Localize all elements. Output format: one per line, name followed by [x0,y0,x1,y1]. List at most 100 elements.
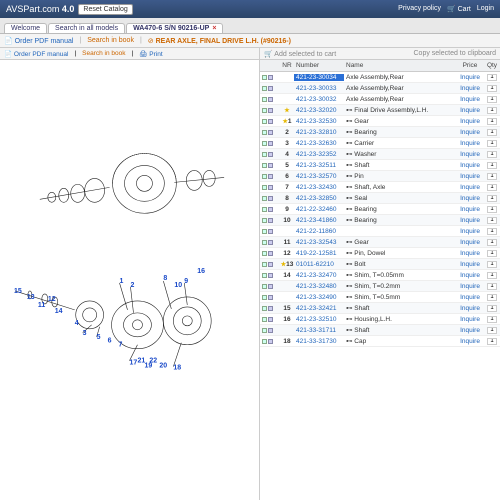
add-to-cart-link[interactable]: 🛒 Add selected to cart [264,50,336,58]
qty-input[interactable] [487,184,497,191]
qty-input[interactable] [487,217,497,224]
price-inquire-link[interactable]: Inquire [456,338,484,345]
table-row[interactable]: 14421-23-32470⊷ Shim, T=0.05mmInquire [260,270,500,281]
part-number-link[interactable]: 421-23-32480 [294,283,344,290]
action-icon[interactable] [262,306,267,311]
diagram-callout[interactable]: 1 [120,278,124,285]
table-row[interactable]: 16421-23-32510⊷ Housing,L.H.Inquire [260,314,500,325]
price-inquire-link[interactable]: Inquire [456,239,484,246]
col-number[interactable]: Number [294,62,344,69]
table-row[interactable]: 11421-23-32543⊷ GearInquire [260,237,500,248]
action-icon[interactable] [268,240,273,245]
table-row[interactable]: 8421-23-32850⊷ SealInquire [260,193,500,204]
col-price[interactable]: Price [456,62,484,69]
table-rows[interactable]: 421-23-30034Axle Assembly,RearInquire421… [260,72,500,500]
part-number-link[interactable]: 421-23-32470 [294,272,344,279]
price-inquire-link[interactable]: Inquire [456,316,484,323]
diagram-callout[interactable]: 18 [173,365,181,372]
qty-input[interactable] [487,173,497,180]
table-row[interactable]: 421-23-30034Axle Assembly,RearInquire [260,72,500,83]
qty-input[interactable] [487,272,497,279]
table-row[interactable]: 7421-23-32430⊷ Shaft, AxleInquire [260,182,500,193]
price-inquire-link[interactable]: Inquire [456,228,484,235]
qty-input[interactable] [487,316,497,323]
col-name[interactable]: Name [344,62,456,69]
qty-input[interactable] [487,250,497,257]
part-number-link[interactable]: 421-23-30033 [294,85,344,92]
action-icon[interactable] [268,262,273,267]
qty-input[interactable] [487,85,497,92]
action-icon[interactable] [262,97,267,102]
part-number-link[interactable]: 421-23-32352 [294,151,344,158]
action-icon[interactable] [268,207,273,212]
part-number-link[interactable]: 421-23-32020 [294,107,344,114]
login-link[interactable]: Login [477,5,494,13]
action-icon[interactable] [268,86,273,91]
action-icon[interactable] [262,251,267,256]
price-inquire-link[interactable]: Inquire [456,327,484,334]
action-icon[interactable] [262,119,267,124]
price-inquire-link[interactable]: Inquire [456,129,484,136]
diagram-callout[interactable]: 10 [174,282,182,289]
price-inquire-link[interactable]: Inquire [456,107,484,114]
part-number-link[interactable]: 421-23-30034 [294,74,344,81]
action-icon[interactable] [262,163,267,168]
close-icon[interactable]: × [212,25,216,32]
price-inquire-link[interactable]: Inquire [456,184,484,191]
part-number-link[interactable]: 421-23-32630 [294,140,344,147]
action-icon[interactable] [268,251,273,256]
action-icon[interactable] [268,317,273,322]
price-inquire-link[interactable]: Inquire [456,195,484,202]
col-qty[interactable]: Qty [484,62,500,69]
part-number-link[interactable]: 421-23-32530 [294,118,344,125]
diagram-callout[interactable]: 21 [137,358,145,365]
qty-input[interactable] [487,327,497,334]
qty-input[interactable] [487,195,497,202]
part-number-link[interactable]: 421-33-31730 [294,338,344,345]
part-number-link[interactable]: 421-23-32421 [294,305,344,312]
table-row[interactable]: 10421-23-41860⊷ BearingInquire [260,215,500,226]
table-row[interactable]: 18421-33-31730⊷ CapInquire [260,336,500,347]
diagram-callout[interactable]: 3 [83,330,87,337]
action-icon[interactable] [268,75,273,80]
table-row[interactable]: 421-23-32480⊷ Shim, T=0.2mmInquire [260,281,500,292]
part-number-link[interactable]: 421-23-32510 [294,316,344,323]
price-inquire-link[interactable]: Inquire [456,162,484,169]
table-row[interactable]: 3421-23-32630⊷ CarrierInquire [260,138,500,149]
part-number-link[interactable]: 421-22-32460 [294,206,344,213]
price-inquire-link[interactable]: Inquire [456,118,484,125]
diagram-callout[interactable]: 7 [119,342,123,349]
table-row[interactable]: ★1301011-62210⊷ BoltInquire [260,259,500,270]
action-icon[interactable] [262,218,267,223]
diagram-callout[interactable]: 12 [48,296,56,303]
print-link[interactable]: 🖨 Print [139,50,162,58]
qty-input[interactable] [487,283,497,290]
search-book-link[interactable]: Search in book [87,37,134,44]
tab[interactable]: Welcome [4,23,47,33]
diagram-callout[interactable]: 6 [108,338,112,345]
qty-input[interactable] [487,74,497,81]
action-icon[interactable] [262,86,267,91]
action-icon[interactable] [268,185,273,190]
action-icon[interactable] [262,141,267,146]
action-icon[interactable] [262,130,267,135]
table-row[interactable]: 421-23-30033Axle Assembly,RearInquire [260,83,500,94]
qty-input[interactable] [487,96,497,103]
table-row[interactable]: 421-22-11860Inquire [260,226,500,237]
diagram-callout[interactable]: 9 [184,278,188,285]
price-inquire-link[interactable]: Inquire [456,217,484,224]
diagram-callout[interactable]: 8 [163,275,167,282]
price-inquire-link[interactable]: Inquire [456,173,484,180]
diagram-callout[interactable]: 22 [149,358,157,365]
price-inquire-link[interactable]: Inquire [456,250,484,257]
diagram-callout[interactable]: 16 [197,268,205,275]
privacy-link[interactable]: Privacy policy [398,5,441,13]
parts-diagram[interactable]: 12345678910111213141516171819202122 [0,60,259,500]
price-inquire-link[interactable]: Inquire [456,140,484,147]
qty-input[interactable] [487,305,497,312]
diagram-callout[interactable]: 20 [159,363,167,370]
price-inquire-link[interactable]: Inquire [456,206,484,213]
part-number-link[interactable]: 421-23-32511 [294,162,344,169]
action-icon[interactable] [268,130,273,135]
qty-input[interactable] [487,338,497,345]
